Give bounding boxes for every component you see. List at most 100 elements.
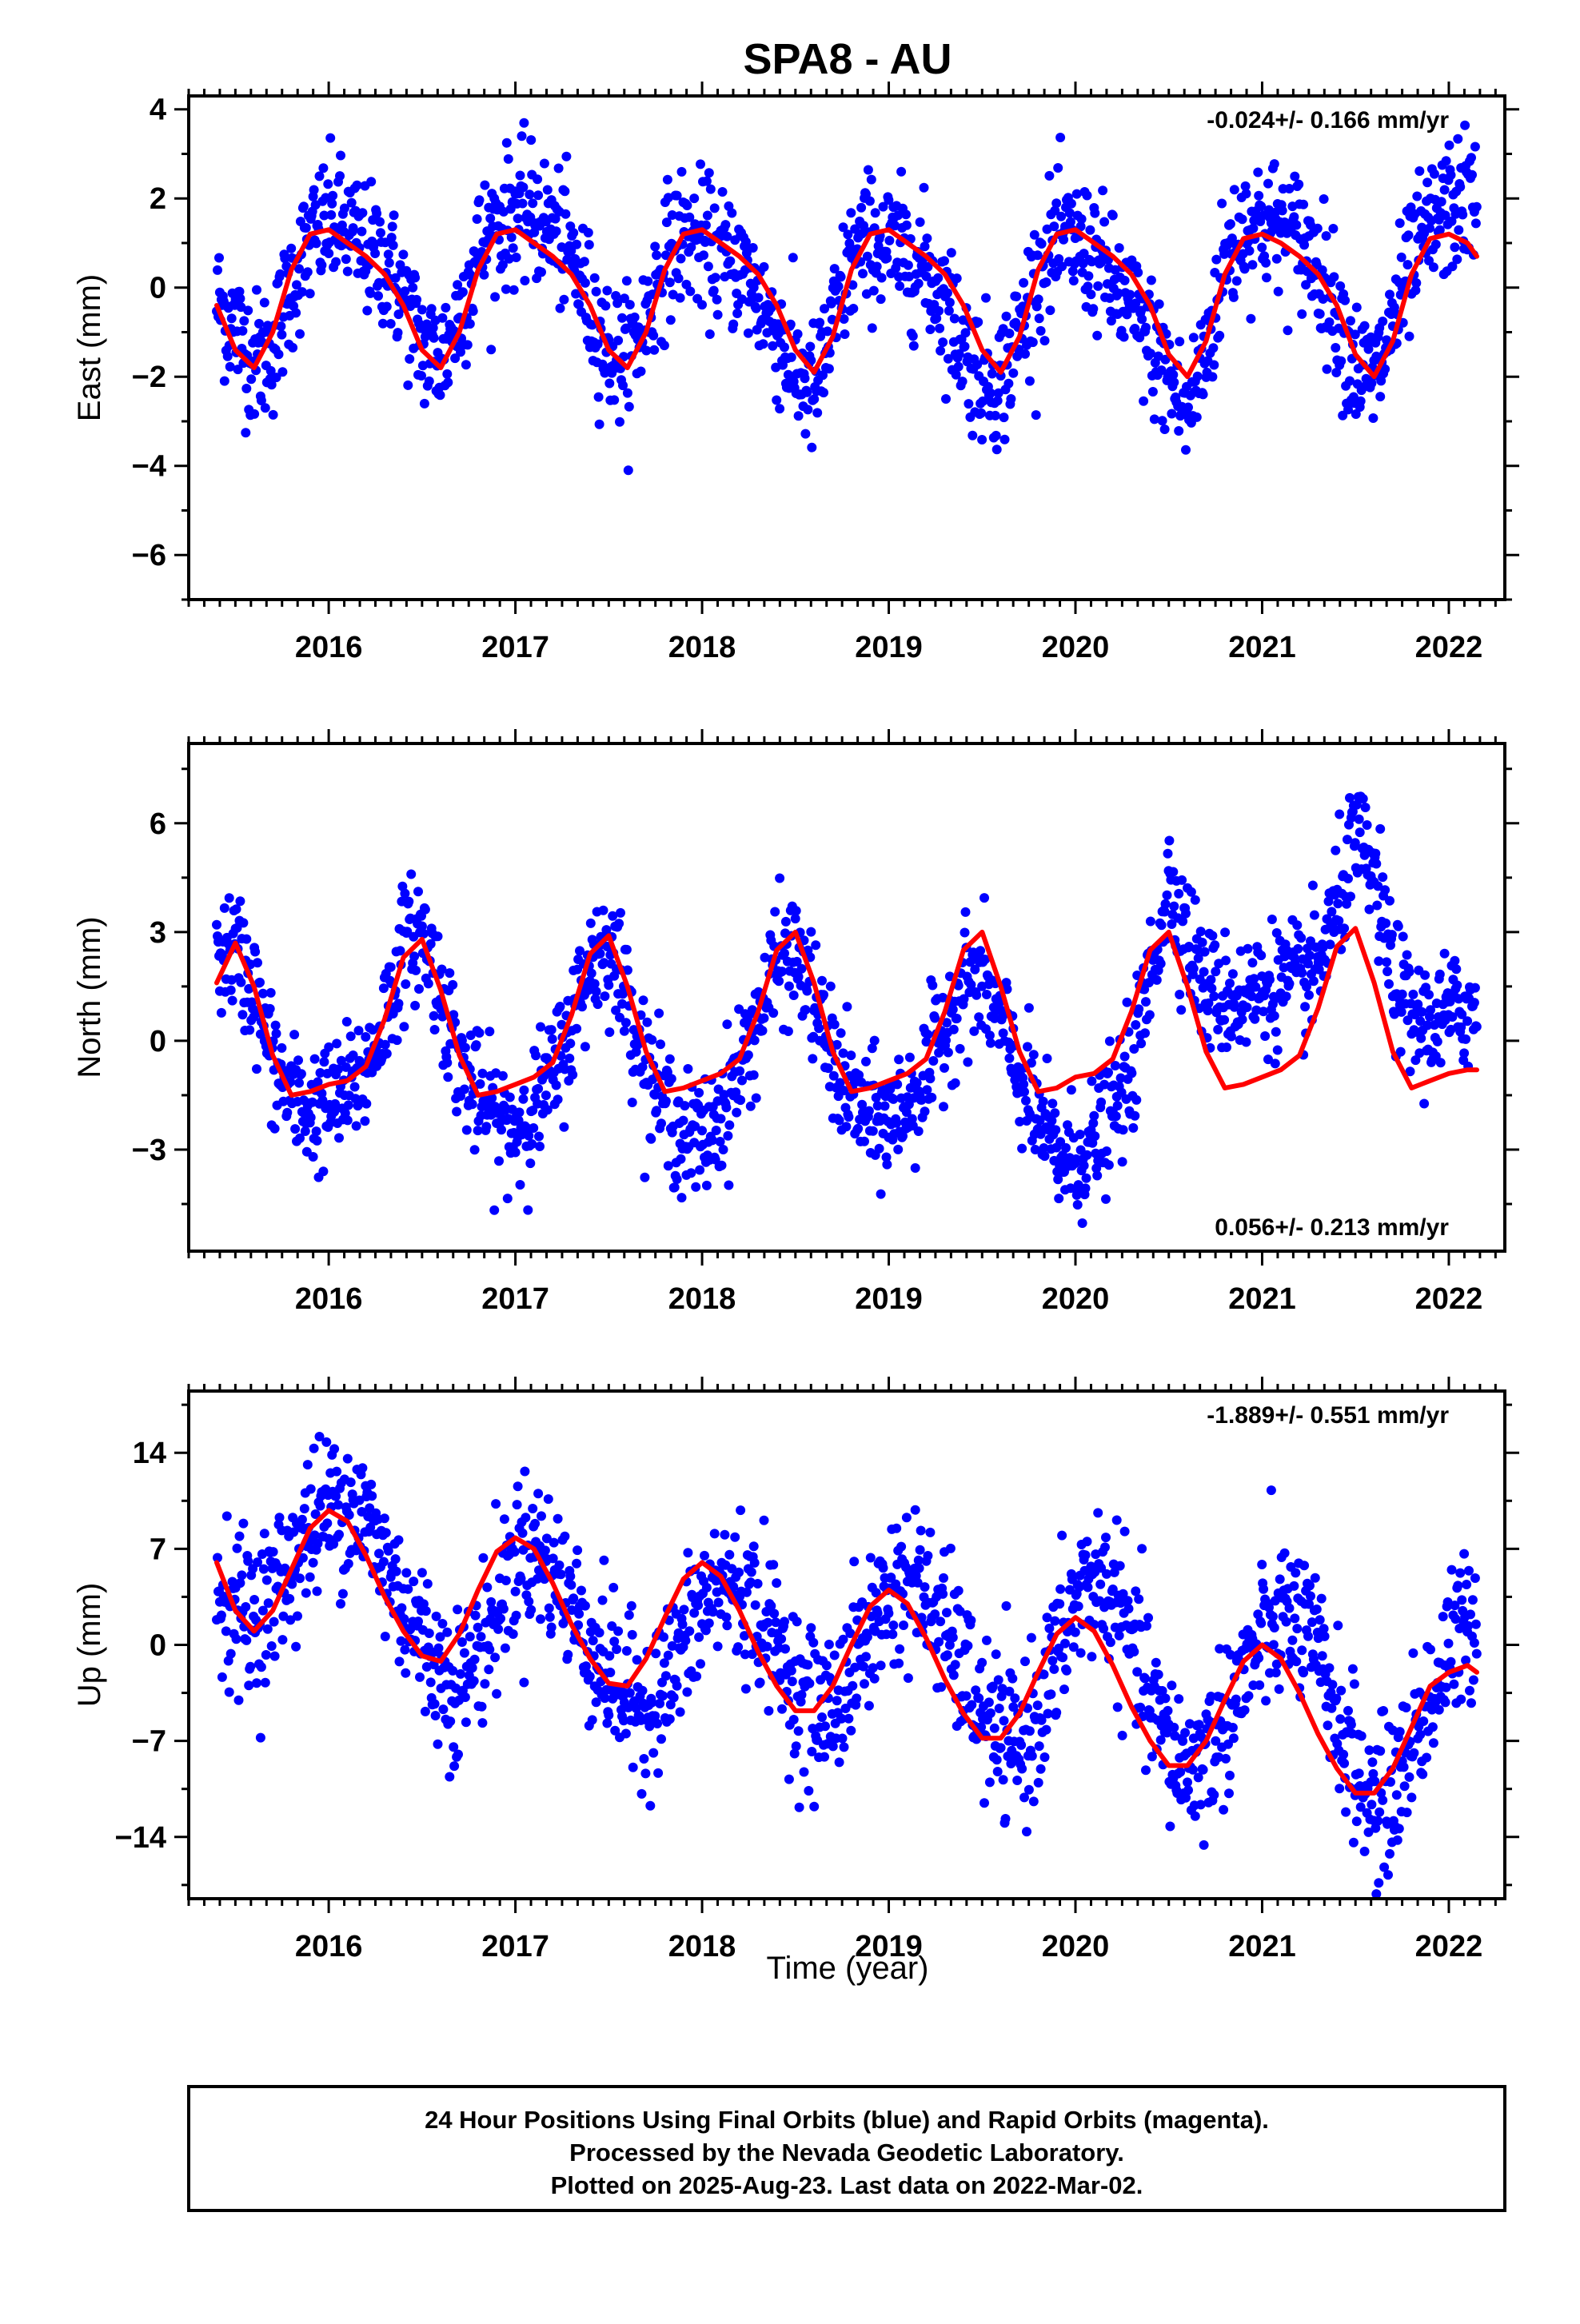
data-point [1396, 1047, 1406, 1057]
data-point [666, 315, 676, 325]
data-point [1270, 159, 1279, 169]
data-point [1199, 1840, 1209, 1850]
data-point [349, 223, 358, 233]
data-point [842, 1002, 852, 1011]
data-point [1131, 1020, 1140, 1030]
data-point [269, 1617, 279, 1627]
data-point [441, 303, 450, 313]
data-point [260, 298, 269, 308]
data-point [973, 317, 983, 327]
data-point [680, 1604, 689, 1614]
data-point [795, 1803, 804, 1812]
data-point [585, 240, 594, 249]
data-point [1242, 1038, 1251, 1047]
data-point [266, 988, 276, 998]
y-tick-label: 0 [150, 1025, 166, 1058]
data-point [512, 1611, 521, 1620]
data-point [1087, 1652, 1096, 1661]
data-point [319, 1057, 329, 1066]
data-point [573, 1545, 582, 1555]
data-point [1055, 133, 1065, 142]
x-tick-label: 2016 [295, 631, 363, 664]
data-point [1250, 1015, 1259, 1024]
data-point [1040, 1752, 1050, 1762]
data-point [1059, 235, 1068, 245]
data-point [1130, 1111, 1139, 1121]
data-point [1060, 1639, 1070, 1648]
data-point [817, 976, 827, 986]
data-point [990, 1724, 999, 1733]
data-point [676, 1708, 685, 1717]
data-point [232, 1634, 241, 1644]
data-point [844, 1714, 853, 1724]
data-point [935, 324, 944, 333]
data-point [1433, 1037, 1442, 1046]
data-point [1169, 1723, 1179, 1732]
data-point [1074, 1601, 1083, 1611]
data-point [513, 1500, 522, 1509]
data-point [709, 286, 719, 296]
data-point [519, 1086, 529, 1095]
data-point [749, 1541, 759, 1551]
data-point [947, 248, 956, 257]
data-point [1019, 1087, 1029, 1097]
data-point [974, 1012, 984, 1022]
data-point [1242, 189, 1251, 198]
data-point [894, 1054, 904, 1064]
data-point [1299, 200, 1308, 209]
data-point [1083, 1583, 1093, 1593]
data-point [388, 221, 397, 231]
data-point [1271, 1058, 1280, 1068]
data-point [1167, 1680, 1176, 1690]
data-point [393, 1035, 402, 1045]
data-point [622, 276, 632, 285]
data-point [581, 278, 590, 288]
data-point [1092, 1171, 1102, 1181]
data-point [1119, 333, 1129, 342]
data-point [925, 1074, 935, 1083]
data-point [309, 1558, 318, 1568]
data-point [792, 1616, 802, 1626]
data-point [449, 1761, 459, 1771]
data-point [1262, 273, 1271, 282]
data-point [1118, 1157, 1127, 1166]
data-point [1322, 231, 1331, 241]
data-point [217, 1611, 226, 1620]
data-point [835, 1757, 844, 1767]
data-point [400, 1645, 409, 1655]
data-point [241, 935, 251, 944]
data-point [517, 131, 527, 141]
data-point [461, 1692, 470, 1702]
data-point [625, 300, 635, 309]
data-point [892, 1118, 901, 1128]
data-point [867, 175, 876, 185]
data-point [759, 339, 768, 349]
data-point [750, 1035, 760, 1045]
data-point [430, 1699, 440, 1708]
data-point [547, 1623, 557, 1632]
data-point [938, 1589, 948, 1599]
data-point [716, 1114, 726, 1123]
data-point [360, 1116, 369, 1126]
data-point [1131, 1095, 1141, 1105]
data-point [748, 243, 758, 253]
data-point [1412, 192, 1422, 201]
data-point [496, 1614, 505, 1624]
data-point [492, 1689, 501, 1699]
data-point [622, 945, 632, 955]
data-point [420, 399, 429, 409]
data-point [1004, 329, 1014, 338]
data-point [722, 1019, 732, 1029]
data-point [656, 1039, 665, 1049]
data-point [1246, 314, 1255, 324]
data-point [674, 273, 684, 283]
data-point [806, 927, 816, 937]
data-point [848, 1681, 857, 1691]
data-point [1036, 326, 1046, 336]
data-point [408, 283, 417, 293]
data-point [425, 377, 434, 386]
data-point [840, 1742, 849, 1752]
x-tick-label: 2022 [1415, 1282, 1483, 1316]
data-point [361, 1099, 371, 1109]
data-point [638, 1686, 648, 1696]
